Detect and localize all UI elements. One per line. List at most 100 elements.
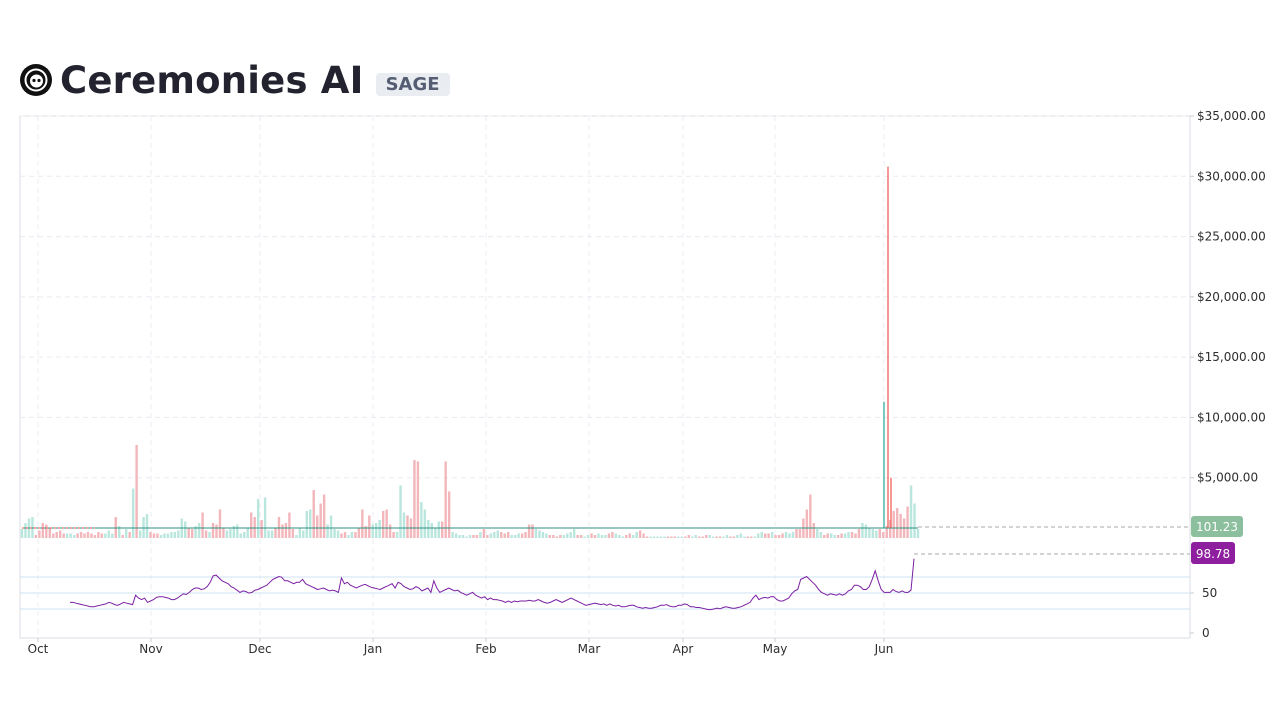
x-axis-label: May [763,642,788,656]
volume-bar [451,532,454,538]
volume-bar [732,536,736,538]
volume-bar [632,535,635,538]
volume-bar [795,529,798,538]
volume-bar [576,535,579,538]
volume-bar [531,524,534,538]
volume-bar [250,512,253,538]
volume-bar [128,532,131,538]
volume-bar [649,536,652,538]
volume-bar [843,533,847,538]
volume-bar [607,533,611,538]
volume-bar [295,535,298,538]
volume-bar [666,536,670,538]
volume-bar [166,533,170,538]
volume-bar [263,497,267,538]
volume-bar [840,533,843,538]
volume-bar [868,527,871,538]
volume-bar [392,532,395,538]
rsi-line [70,558,915,611]
volume-bar [899,514,902,538]
volume-bar [579,535,583,538]
volume-bar [507,532,510,538]
volume-bar [48,527,51,538]
volume-bar [916,529,920,538]
volume-bar [513,535,517,538]
price-axis-label: $25,000.00 [1197,230,1266,244]
volume-bar [857,529,861,538]
volume-bar [45,524,48,538]
volume-bar [763,533,767,538]
volume-bar [336,530,340,538]
volume-bar [496,530,499,538]
volume-bar [673,536,677,538]
volume-bar [458,535,461,538]
rsi-axis-label: 0 [1202,626,1210,640]
chart-axes: $35,000.00 $30,000.00 $25,000.00 $20,000.00… [28,109,1266,656]
volume-bar [524,532,527,538]
volume-bar [493,532,496,538]
volume-bar [854,533,857,538]
volume-bar [861,523,864,538]
volume-bar [69,533,72,538]
volume-bar [878,529,881,538]
volume-bar [628,533,631,538]
volume-bar [819,532,822,538]
volume-bar [680,536,684,538]
volume-bar [548,535,552,538]
volume-bar [823,535,826,538]
volume-bar [638,530,642,538]
volume-bar [256,499,260,538]
volume-bar [93,535,97,538]
volume-bar [836,535,840,538]
volume-bar [718,536,722,538]
price-axis-label: $20,000.00 [1197,290,1266,304]
volume-bar [274,527,277,538]
volume-bar [777,535,781,538]
volume-bar [704,535,708,538]
volume-bar [770,532,774,538]
volume-bar [159,535,163,538]
volume-bar [864,524,868,538]
volume-bar [284,523,288,538]
volume-bar [406,515,409,538]
volume-bar [354,532,357,538]
volume-bar [486,535,489,538]
volume-bar [236,524,239,538]
x-axis-label: Mar [578,642,601,656]
volume-bar [79,532,83,538]
volume-bar [461,535,465,538]
volume-bar [350,532,354,538]
volume-bar [145,514,149,538]
volume-bar [757,533,760,538]
price-axis-label: $35,000.00 [1197,109,1266,123]
volume-bar [343,532,347,538]
volume-bar [566,533,569,538]
volume-bar [503,533,506,538]
volume-bar [204,530,208,538]
volume-bar [86,532,90,538]
volume-bar [402,512,406,538]
volume-bar [781,533,784,538]
volume-bar [107,530,111,538]
volume-bar [368,515,371,538]
volume-bar [65,533,69,538]
volume-bar [378,520,381,538]
volume-bar [260,520,263,538]
volume-bar [399,485,402,538]
volume-bar [305,511,308,538]
volume-bar [583,536,586,538]
volume-bar [670,536,673,538]
volume-bar [83,533,86,538]
volume-bar [736,535,739,538]
last-price-label: 101.23 [1196,520,1238,534]
volume-bar [239,533,242,538]
volume-bar [527,524,531,538]
volume-bar [326,524,329,538]
volume-bar [302,530,305,538]
volume-bar [552,535,555,538]
volume-bar [791,532,795,538]
volume-bar [604,535,607,538]
price-axis-label: $10,000.00 [1197,410,1266,424]
volume-bar [118,526,121,538]
